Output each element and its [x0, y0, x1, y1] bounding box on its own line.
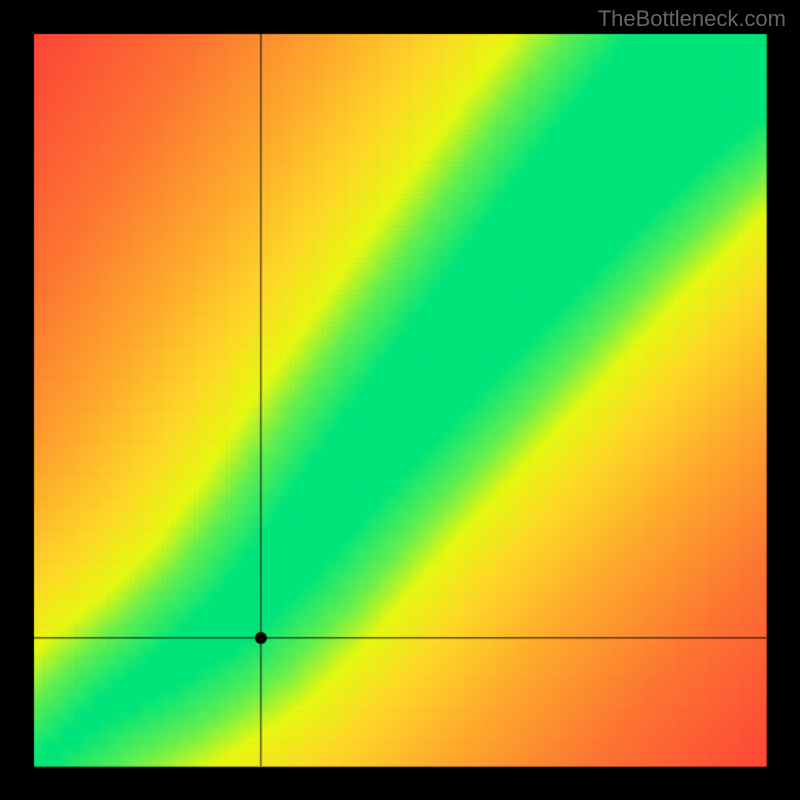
chart-container: TheBottleneck.com: [0, 0, 800, 800]
heatmap-canvas: [0, 0, 800, 800]
watermark-text: TheBottleneck.com: [598, 6, 786, 32]
